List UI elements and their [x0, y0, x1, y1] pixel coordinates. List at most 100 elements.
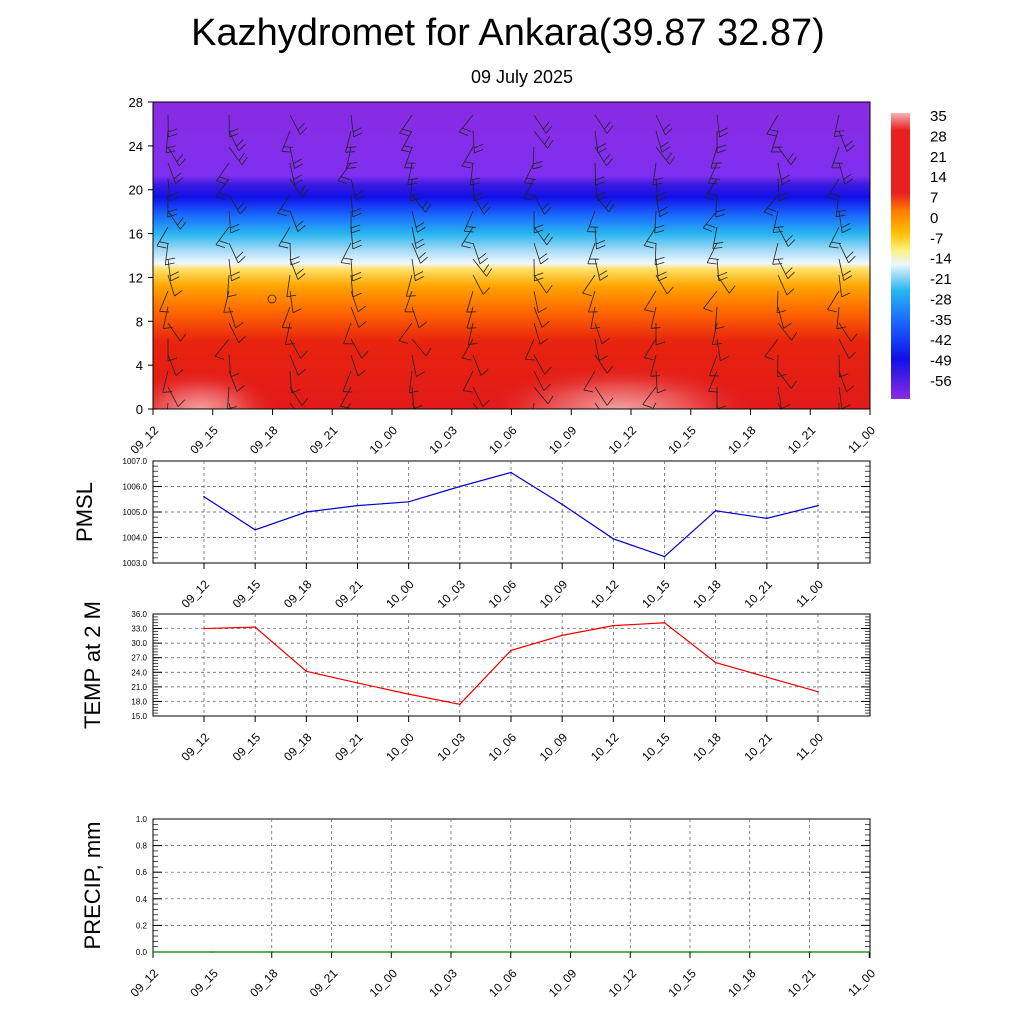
wind-barb — [408, 370, 419, 394]
wind-barb — [411, 210, 426, 233]
wind-barb — [652, 162, 664, 186]
wind-barb — [835, 194, 847, 218]
wind-barb — [289, 290, 302, 314]
wind-barb — [156, 226, 169, 249]
wind-barb — [644, 290, 657, 313]
wind-barb — [399, 114, 413, 137]
heatmap-x-tick-label: 10_12 — [606, 423, 640, 457]
wind-barbs — [156, 114, 858, 409]
x-tick-label: 10_12 — [588, 577, 622, 611]
wind-barb — [716, 130, 727, 154]
colorbar-label: 14 — [930, 169, 947, 186]
wind-barb — [715, 194, 726, 218]
x-tick-label: 10_18 — [690, 730, 724, 764]
wind-barb — [704, 178, 718, 201]
colorbar-label: 21 — [930, 149, 947, 166]
wind-barb — [529, 402, 535, 409]
y-tick-label: 21.0 — [131, 683, 147, 692]
x-tick-label: 10_09 — [537, 730, 571, 764]
wind-barb — [228, 370, 245, 392]
wind-barb — [228, 210, 240, 234]
wind-barb — [826, 178, 840, 201]
wind-barb — [411, 226, 425, 249]
wind-barb — [703, 290, 718, 312]
wind-barb — [594, 130, 607, 154]
colorbar-label: -42 — [930, 332, 952, 349]
wind-barb — [215, 178, 230, 200]
wind-barb — [838, 322, 858, 342]
plot-frame — [152, 613, 871, 717]
wind-barb — [342, 370, 353, 393]
x-tick-label: 09_18 — [247, 966, 281, 1000]
heatmap-x-tick-label: 10_15 — [665, 423, 699, 457]
wind-barb — [167, 162, 184, 184]
wind-barb — [472, 386, 490, 407]
wind-barb — [469, 162, 481, 186]
y-tick-label: 1003.0 — [123, 559, 148, 568]
heatmap-x-tick-label: 10_21 — [785, 423, 819, 457]
colorbar-label: 0 — [930, 210, 938, 227]
wind-barb — [533, 354, 552, 375]
wind-barb — [777, 354, 787, 378]
heatmap-x-tick-label: 11_00 — [845, 423, 878, 456]
heatmap-y-tick-label: 4 — [136, 358, 143, 373]
wind-barb — [709, 354, 719, 377]
heatmap-y-tick-label: 24 — [129, 139, 143, 154]
wind-barb — [838, 370, 855, 392]
wind-barb — [167, 146, 186, 167]
wind-barb — [838, 130, 855, 152]
data-point — [152, 951, 154, 953]
heatmap-y-tick-label: 28 — [129, 95, 143, 110]
y-tick-label: 24.0 — [131, 668, 147, 677]
wind-barb — [714, 306, 725, 330]
data-point — [271, 951, 274, 953]
wind-barb — [838, 386, 851, 409]
x-tick-label: 10_12 — [588, 730, 622, 764]
x-tick-label: 10_03 — [426, 966, 460, 1000]
wind-barb — [461, 338, 474, 361]
wind-barb — [289, 338, 308, 359]
data-point — [254, 529, 256, 531]
data-point — [612, 537, 615, 540]
wind-barb — [838, 242, 856, 264]
wind-barb — [167, 178, 179, 202]
wind-barb — [533, 306, 550, 328]
wind-barb — [777, 258, 795, 279]
wind-barb — [777, 162, 791, 185]
heatmap-hot-spots — [153, 364, 760, 409]
y-tick-label: 15.0 — [131, 712, 147, 721]
wind-barb — [533, 130, 554, 149]
y-tick-label: 0.6 — [136, 868, 148, 877]
x-tick-label: 09_21 — [307, 966, 341, 1000]
wind-barb — [772, 210, 784, 233]
wind-barb — [533, 242, 549, 265]
wind-barb — [594, 386, 614, 406]
data-point — [510, 471, 512, 474]
wind-barb — [583, 370, 596, 393]
heatmap-y-axis: 0 4 8 12 16 20 24 28 — [129, 95, 153, 417]
data-point — [749, 951, 752, 953]
wind-barb — [350, 290, 366, 313]
x-tick-label: 10_15 — [639, 730, 673, 764]
x-tick-label: 10_06 — [486, 966, 520, 1000]
x-tick-label: 10_18 — [725, 966, 759, 1000]
data-point — [630, 951, 632, 953]
temperature-2m-chart: 15.0 18.0 21.0 24.0 27.0 30.0 33.0 36.0 09_12 09_… — [80, 601, 871, 764]
x-tick-label: 10_03 — [434, 577, 468, 611]
wind-barb — [644, 402, 657, 409]
wind-barb — [655, 322, 666, 346]
data-point — [203, 495, 205, 498]
wind-barb — [164, 242, 176, 266]
wind-barb — [655, 178, 667, 202]
wind-barb — [472, 130, 484, 154]
x-tick-label: 10_09 — [537, 577, 571, 611]
data-point — [612, 624, 615, 627]
wind-barb — [702, 210, 718, 232]
y-tick-label: 33.0 — [131, 625, 147, 634]
wind-barb — [228, 258, 241, 282]
wind-barb — [594, 322, 610, 345]
heatmap-x-tick-label: 09_21 — [307, 423, 341, 457]
heatmap-y-tick-label: 0 — [136, 402, 143, 417]
wind-barb — [462, 370, 474, 393]
wind-barb — [594, 146, 613, 167]
